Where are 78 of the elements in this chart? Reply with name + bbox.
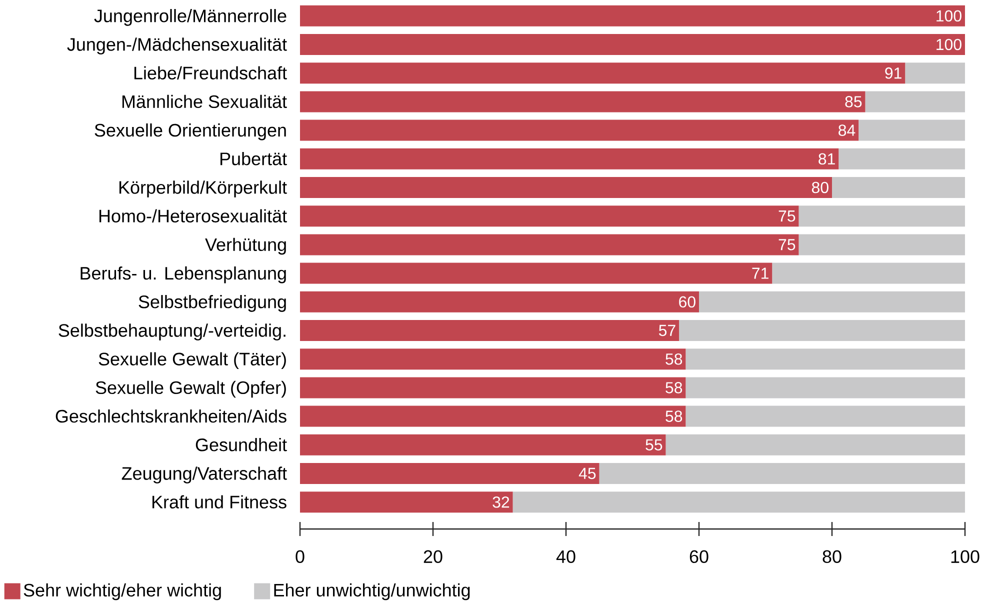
y-tick-label: Männliche Sexualität — [122, 94, 287, 108]
y-tick-label: Liebe/Freundschaft — [134, 66, 287, 80]
data-label: 91 — [885, 67, 902, 79]
bar — [300, 377, 686, 398]
bar — [300, 406, 686, 427]
x-tick-label: 60 — [690, 550, 708, 563]
bar — [300, 262, 772, 284]
bar — [865, 91, 965, 112]
y-tick-label: Körperbild/Körperkult — [119, 180, 287, 198]
bar — [666, 434, 965, 456]
bar — [832, 177, 965, 198]
bar — [300, 177, 832, 198]
data-label: 60 — [679, 296, 696, 308]
bar — [300, 463, 600, 484]
data-label: 100 — [936, 10, 962, 22]
bar — [300, 320, 680, 342]
x-tick-label: 80 — [822, 550, 842, 563]
bar — [686, 377, 965, 398]
data-label: 58 — [666, 382, 682, 394]
data-label: 45 — [578, 468, 596, 480]
y-tick-label: Verhütung — [205, 238, 286, 255]
y-tick-label: Jungenrolle/Männerrolle — [94, 9, 286, 26]
x-tick-label: 40 — [556, 550, 576, 563]
legend-label: Sehr wichtig/eher wichtig — [24, 583, 221, 600]
bar — [300, 206, 799, 227]
data-label: 75 — [778, 210, 796, 222]
y-tick-label: Pubertät — [220, 152, 287, 166]
bar — [772, 262, 965, 284]
x-tick-label: 100 — [951, 550, 980, 563]
data-label: 58 — [666, 353, 682, 365]
bar — [300, 348, 686, 370]
bar — [686, 348, 965, 370]
data-label: 58 — [666, 410, 682, 422]
bar — [798, 206, 965, 227]
y-tick-label: Kraft und Fitness — [152, 495, 286, 508]
bar — [300, 492, 513, 513]
data-label: 84 — [838, 124, 856, 136]
bar — [300, 62, 906, 84]
data-label: 100 — [936, 38, 962, 50]
data-label: 80 — [812, 182, 828, 194]
bar — [838, 148, 965, 170]
bar — [679, 320, 965, 342]
bar — [300, 34, 965, 55]
bar — [300, 91, 866, 112]
bar — [686, 406, 965, 427]
x-tick-label: 20 — [424, 550, 442, 563]
y-tick-label: Sexuelle Orientierungen — [94, 123, 286, 140]
legend-label: Eher unwichtig/unwichtig — [274, 583, 470, 600]
bar — [512, 492, 965, 513]
y-tick-label: Geschlechtskrankheiten/Aids — [56, 409, 286, 423]
y-tick-label: Jungen-/Mädchensexualität — [67, 38, 287, 54]
y-tick-label: Homo-/Heterosexualität — [99, 209, 287, 222]
bar — [798, 234, 965, 256]
bar — [300, 148, 839, 170]
data-label: 85 — [845, 96, 862, 108]
data-label: 75 — [778, 239, 796, 250]
x-tick-label: 0 — [296, 550, 304, 563]
bar — [698, 291, 965, 312]
y-tick-label: Selbstbefriedigung — [138, 295, 286, 312]
y-tick-label: Gesundheit — [196, 438, 287, 452]
data-label: 55 — [646, 439, 662, 450]
bar — [858, 120, 965, 141]
data-label: 57 — [658, 324, 676, 336]
y-tick-label: Selbstbehauptung/-verteidig. — [58, 324, 286, 340]
y-tick-label: Zeugung/Vaterschaft — [122, 466, 287, 484]
y-tick-label: Berufs- u. Lebensplanung — [80, 266, 286, 284]
data-label: 81 — [818, 153, 835, 165]
bar — [300, 120, 859, 141]
bar — [599, 463, 965, 484]
bar — [300, 291, 699, 312]
data-label: 71 — [752, 268, 768, 279]
data-label: 32 — [492, 496, 510, 508]
bar — [300, 234, 799, 256]
y-tick-label: Sexuelle Gewalt (Opfer) — [96, 380, 286, 398]
bar — [300, 434, 666, 456]
bar — [905, 62, 965, 84]
y-tick-label: Sexuelle Gewalt (Täter) — [98, 352, 286, 370]
bar — [300, 5, 965, 26]
